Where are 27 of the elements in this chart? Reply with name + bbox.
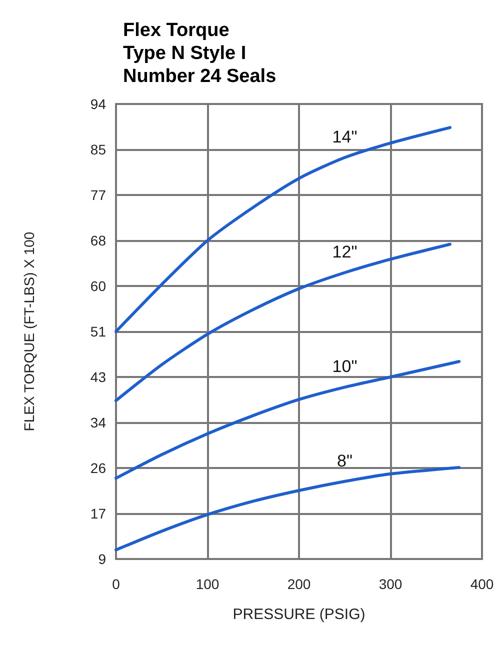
series-label: 12" [332,242,358,262]
y-axis-title: FLEX TORQUE (FT-LBS) X 100 [21,232,37,432]
x-tick-label: 0 [112,576,120,592]
y-tick-label: 9 [98,551,106,567]
chart-title: Flex Torque Type N Style I Number 24 Seals [123,20,276,87]
y-tick-label: 34 [90,414,106,430]
series-label: 10" [332,357,358,376]
y-tick-label: 85 [90,142,106,158]
x-axis-title: PRESSURE (PSIG) [232,606,366,623]
x-tick-label: 400 [470,576,494,592]
line-series [114,360,461,480]
y-tick-label: 51 [90,324,106,340]
y-tick-label: 68 [90,232,106,248]
y-tick-label: 60 [90,278,106,294]
series-label: 8" [337,451,352,470]
y-tick-label: 17 [90,506,106,522]
line-series [114,126,452,333]
line-series [114,466,461,552]
y-tick-label: 94 [90,96,106,112]
x-tick-label: 300 [378,576,402,592]
x-tick-label: 100 [196,576,220,592]
y-tick-label: 43 [90,369,106,385]
line-series [114,242,452,402]
y-tick-label: 77 [90,187,106,203]
series-label: 14" [332,128,358,147]
y-tick-label: 26 [90,460,106,476]
x-tick-label: 200 [287,576,311,592]
